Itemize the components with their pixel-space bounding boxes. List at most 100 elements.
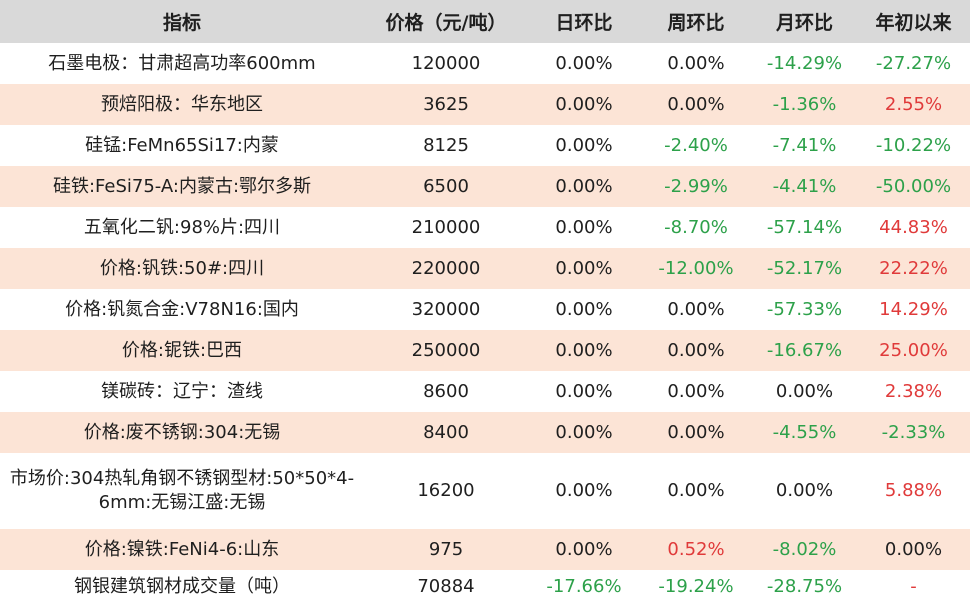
cell-daily-change: 0.00% xyxy=(528,166,640,207)
header-monthly-change: 月环比 xyxy=(752,0,857,43)
cell-ytd-change: 25.00% xyxy=(857,330,970,371)
cell-monthly-change: 0.00% xyxy=(775,380,834,402)
cell-indicator: 镁碳砖：辽宁：渣线 xyxy=(101,380,263,402)
cell-ytd-change: 0.00% xyxy=(857,529,970,570)
table-row: 价格:钒铁:50#:四川 220000 0.00% -12.00% -52.17% 22.… xyxy=(0,248,970,289)
cell-ytd-change: -2.33% xyxy=(857,412,970,453)
cell-ytd-change: 22.22% xyxy=(857,248,970,289)
cell-ytd-change: 44.83% xyxy=(879,216,948,238)
cell-price: 975 xyxy=(364,529,528,570)
cell-weekly-change: -19.24% xyxy=(658,575,734,597)
cell-ytd-change: 2.55% xyxy=(857,84,970,125)
cell-indicator: 市场价:304热轧角钢不锈钢型材:50*50*4-6mm:无锡江盛:无锡 xyxy=(9,468,355,513)
cell-indicator: 预焙阳极：华东地区 xyxy=(0,84,364,125)
cell-weekly-change: 0.00% xyxy=(640,330,752,371)
cell-price: 320000 xyxy=(411,298,481,320)
table-row: 价格:废不锈钢:304:无锡 8400 0.00% 0.00% -4.55% -2.33% xyxy=(0,412,970,453)
cell-price: 250000 xyxy=(364,330,528,371)
header-price: 价格（元/吨） xyxy=(364,0,528,43)
cell-price: 120000 xyxy=(411,52,481,74)
cell-monthly-change: -1.36% xyxy=(752,84,857,125)
cell-price: 8400 xyxy=(364,412,528,453)
header-daily-change: 日环比 xyxy=(528,0,640,43)
cell-price: 16200 xyxy=(417,480,475,501)
cell-indicator: 价格:钒氮合金:V78N16:国内 xyxy=(65,298,299,320)
cell-monthly-change: -4.55% xyxy=(752,412,857,453)
cell-price: 8600 xyxy=(423,380,469,402)
cell-daily-change: -17.66% xyxy=(546,575,622,597)
cell-daily-change: 0.00% xyxy=(555,298,613,320)
cell-price: 8125 xyxy=(423,134,469,156)
cell-monthly-change: -8.02% xyxy=(752,529,857,570)
cell-weekly-change: -8.70% xyxy=(664,216,728,238)
cell-monthly-change: -7.41% xyxy=(772,134,837,156)
header-row: 指标 价格（元/吨） 日环比 周环比 月环比 年初以来 xyxy=(0,0,970,43)
cell-indicator: 硅铁:FeSi75-A:内蒙古:鄂尔多斯 xyxy=(0,166,364,207)
cell-ytd-change: -27.27% xyxy=(875,52,952,74)
cell-indicator: 价格:钒铁:50#:四川 xyxy=(0,248,364,289)
cell-price: 220000 xyxy=(364,248,528,289)
table-row: 硅锰:FeMn65Si17:内蒙 8125 0.00% -2.40% -7.41% -10… xyxy=(0,125,970,166)
table-row: 价格:钒氮合金:V78N16:国内 320000 0.00% 0.00% -57.33%… xyxy=(0,289,970,330)
cell-ytd-change: 14.29% xyxy=(879,298,948,320)
cell-ytd-change: 5.88% xyxy=(884,480,943,501)
cell-weekly-change: 0.00% xyxy=(640,412,752,453)
cell-daily-change: 0.00% xyxy=(555,216,613,238)
cell-monthly-change: -4.41% xyxy=(752,166,857,207)
table-row: 价格:铌铁:巴西 250000 0.00% 0.00% -16.67% 25.00% xyxy=(0,330,970,371)
table-row: 硅铁:FeSi75-A:内蒙古:鄂尔多斯 6500 0.00% -2.99% -4.41… xyxy=(0,166,970,207)
cell-monthly-change: -57.14% xyxy=(766,216,843,238)
cell-weekly-change: 0.00% xyxy=(667,52,725,74)
cell-daily-change: 0.00% xyxy=(528,84,640,125)
cell-ytd-change: - xyxy=(910,575,917,597)
table-row: 石墨电极：甘肃超高功率600mm 120000 0.00% 0.00% -14.29% -… xyxy=(0,43,970,84)
cell-daily-change: 0.00% xyxy=(555,52,613,74)
table-body: 石墨电极：甘肃超高功率600mm 120000 0.00% 0.00% -14.29% -… xyxy=(0,43,970,603)
cell-price: 70884 xyxy=(417,575,475,597)
cell-weekly-change: -2.40% xyxy=(664,134,728,156)
cell-price: 3625 xyxy=(364,84,528,125)
cell-daily-change: 0.00% xyxy=(528,330,640,371)
cell-daily-change: 0.00% xyxy=(555,380,613,402)
table-row: 价格:镍铁:FeNi4-6:山东 975 0.00% 0.52% -8.02% 0.00% xyxy=(0,529,970,570)
cell-ytd-change: -10.22% xyxy=(875,134,952,156)
cell-weekly-change: -2.99% xyxy=(640,166,752,207)
cell-daily-change: 0.00% xyxy=(555,480,613,501)
header-ytd-change: 年初以来 xyxy=(857,0,970,43)
cell-indicator: 价格:废不锈钢:304:无锡 xyxy=(0,412,364,453)
cell-weekly-change: 0.00% xyxy=(640,84,752,125)
table-row: 预焙阳极：华东地区 3625 0.00% 0.00% -1.36% 2.55% xyxy=(0,84,970,125)
table-row: 镁碳砖：辽宁：渣线 8600 0.00% 0.00% 0.00% 2.38% xyxy=(0,371,970,412)
cell-monthly-change: -28.75% xyxy=(766,575,843,597)
cell-daily-change: 0.00% xyxy=(528,248,640,289)
cell-indicator: 价格:镍铁:FeNi4-6:山东 xyxy=(0,529,364,570)
cell-monthly-change: -14.29% xyxy=(766,52,843,74)
cell-indicator: 硅锰:FeMn65Si17:内蒙 xyxy=(85,134,279,156)
cell-weekly-change: 0.00% xyxy=(667,298,725,320)
cell-daily-change: 0.00% xyxy=(528,529,640,570)
cell-monthly-change: -57.33% xyxy=(766,298,843,320)
cell-weekly-change: 0.52% xyxy=(640,529,752,570)
cell-daily-change: 0.00% xyxy=(528,412,640,453)
cell-weekly-change: 0.00% xyxy=(667,480,725,501)
cell-monthly-change: 0.00% xyxy=(775,480,834,501)
cell-ytd-change: 2.38% xyxy=(884,380,943,402)
cell-weekly-change: 0.00% xyxy=(667,380,725,402)
cell-indicator: 石墨电极：甘肃超高功率600mm xyxy=(48,52,316,74)
cell-monthly-change: -16.67% xyxy=(752,330,857,371)
header-indicator: 指标 xyxy=(0,0,364,43)
cell-monthly-change: -52.17% xyxy=(752,248,857,289)
table-row: 钢银建筑钢材成交量（吨） 70884 -17.66% -19.24% -28.75% - xyxy=(0,570,970,603)
cell-ytd-change: -50.00% xyxy=(857,166,970,207)
cell-weekly-change: -12.00% xyxy=(640,248,752,289)
cell-indicator: 价格:铌铁:巴西 xyxy=(0,330,364,371)
table-row: 五氧化二钒:98%片:四川 210000 0.00% -8.70% -57.14% 44.… xyxy=(0,207,970,248)
cell-indicator: 五氧化二钒:98%片:四川 xyxy=(83,216,281,238)
cell-price: 6500 xyxy=(364,166,528,207)
cell-price: 210000 xyxy=(411,216,481,238)
cell-daily-change: 0.00% xyxy=(555,134,613,156)
table-row: 市场价:304热轧角钢不锈钢型材:50*50*4-6mm:无锡江盛:无锡 1620… xyxy=(0,453,970,529)
header-weekly-change: 周环比 xyxy=(640,0,752,43)
cell-indicator: 钢银建筑钢材成交量（吨） xyxy=(74,575,290,597)
